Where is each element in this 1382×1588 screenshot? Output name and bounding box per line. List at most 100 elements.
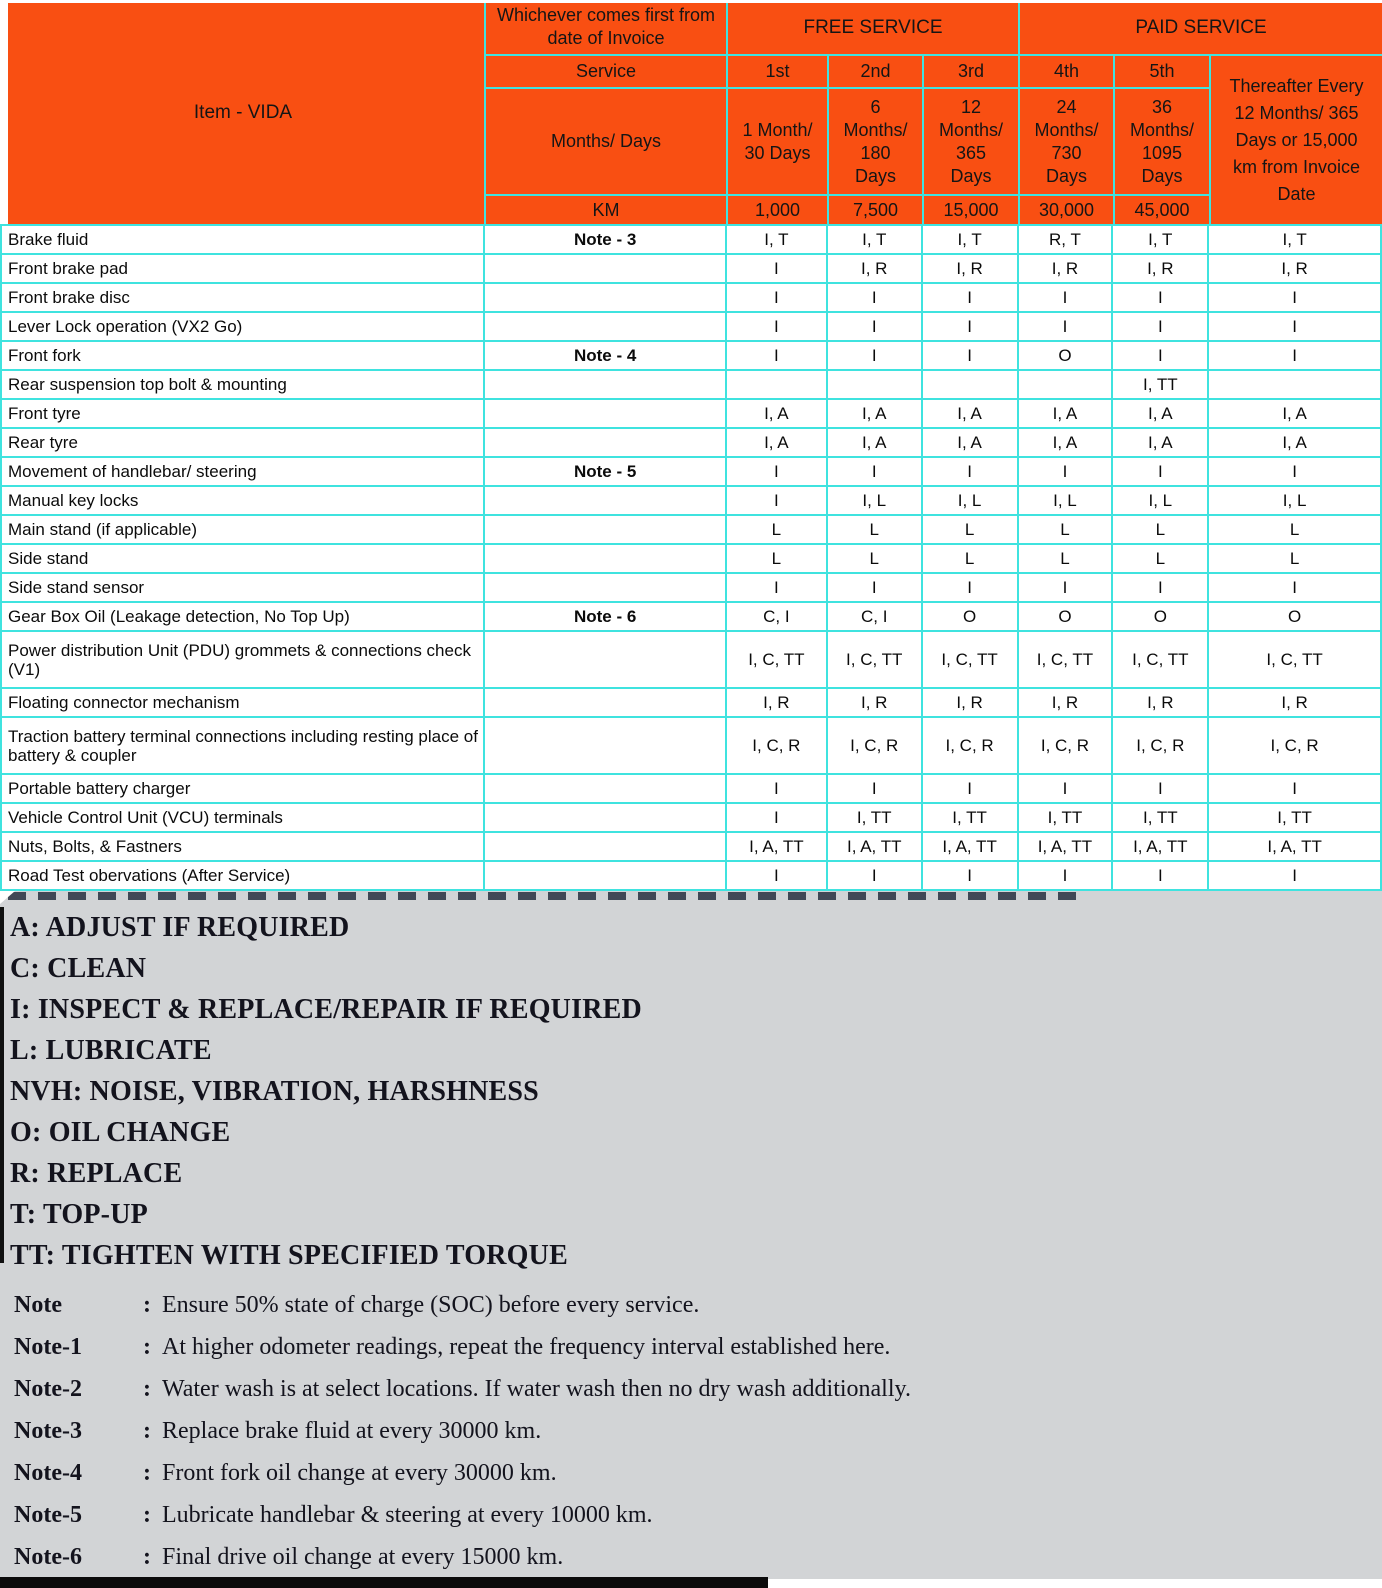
value-cell: I — [726, 342, 828, 371]
value-cell: I — [1018, 775, 1114, 804]
value-cell: I, L — [1209, 487, 1382, 516]
value-cell: I, A, TT — [726, 833, 828, 862]
note-colon: : — [143, 1460, 151, 1486]
service-interval-cell: 36 Months/ 1095 Days — [1115, 89, 1211, 196]
value-cell: I, C, TT — [922, 632, 1019, 689]
table-row: Front tyre I, A I, A I, A I, A I, A I, A — [0, 400, 1382, 429]
scan-margin-left — [0, 0, 8, 224]
value-cell: C, I — [827, 603, 923, 632]
legend-list: A: ADJUST IF REQUIRED C: CLEAN I: INSPECT … — [0, 891, 1382, 1276]
note-colon: : — [143, 1376, 151, 1402]
note-cell: Note - 3 — [485, 226, 727, 255]
value-cell: I, TT — [827, 804, 923, 833]
value-cell: I, C, TT — [726, 632, 828, 689]
value-cell: I — [827, 284, 923, 313]
item-cell: Lever Lock operation (VX2 Go) — [2, 313, 486, 342]
item-cell: Front brake disc — [2, 284, 486, 313]
legend-line: R: REPLACE — [10, 1158, 183, 1189]
value-cell: I — [827, 775, 923, 804]
item-cell: Rear suspension top bolt & mounting — [2, 371, 486, 400]
value-cell: I, R — [1018, 689, 1114, 718]
value-cell: I, R — [1113, 689, 1210, 718]
bottom-black-bar-artifact — [0, 1577, 768, 1588]
value-cell: I, T — [726, 226, 828, 255]
value-cell: I, A — [922, 429, 1019, 458]
item-cell: Side stand sensor — [2, 574, 486, 603]
value-cell: I — [1113, 458, 1210, 487]
value-cell: I — [1113, 342, 1210, 371]
note-cell — [485, 545, 727, 574]
value-cell: L — [827, 545, 923, 574]
value-cell: I — [1018, 574, 1114, 603]
value-cell: I, TT — [1113, 804, 1210, 833]
invoice-rule-header: Whichever comes first from date of Invoi… — [486, 0, 728, 56]
paid-service-header: PAID SERVICE — [1020, 0, 1382, 56]
legend-line: A: ADJUST IF REQUIRED — [10, 912, 350, 943]
note-text: Final drive oil change at every 15000 km… — [162, 1544, 564, 1570]
legend-line: TT: TIGHTEN WITH SPECIFIED TORQUE — [10, 1240, 568, 1271]
note-colon: : — [143, 1292, 151, 1318]
table-row: Side stand sensor I I I I I I — [0, 574, 1382, 603]
value-cell: I — [1209, 284, 1382, 313]
table-row: Traction battery terminal connections in… — [0, 718, 1382, 775]
legend-line: I: INSPECT & REPLACE/REPAIR IF REQUIRED — [10, 994, 642, 1025]
legend-line: O: OIL CHANGE — [10, 1117, 231, 1148]
value-cell: I, C, TT — [1018, 632, 1114, 689]
service-km-cell: 7,500 — [829, 196, 924, 226]
legend-line: NVH: NOISE, VIBRATION, HARSHNESS — [10, 1076, 539, 1107]
table-row: Side stand L L L L L L — [0, 545, 1382, 574]
table-row: Road Test obervations (After Service) I I I… — [0, 862, 1382, 891]
value-cell: R, T — [1018, 226, 1114, 255]
value-cell: I — [827, 458, 923, 487]
value-cell: I, A — [726, 400, 828, 429]
table-header: Item - VIDA Whichever comes first from d… — [0, 0, 1382, 226]
table-row: Front brake pad I I, R I, R I, R I, R I, R — [0, 255, 1382, 284]
value-cell: I, T — [1113, 226, 1210, 255]
note-label: Note — [14, 1292, 62, 1318]
note-colon: : — [143, 1418, 151, 1444]
value-cell: I, C, R — [726, 718, 828, 775]
note-text: Replace brake fluid at every 30000 km. — [162, 1418, 542, 1444]
bottom-white-strip-artifact — [768, 1579, 1382, 1588]
note-cell — [485, 833, 727, 862]
item-cell: Traction battery terminal connections in… — [2, 718, 486, 775]
note-line: Note: Ensure 50% state of charge (SOC) be… — [14, 1284, 1382, 1326]
table-row: Portable battery charger I I I I I I — [0, 775, 1382, 804]
value-cell: I, C, TT — [1209, 632, 1382, 689]
value-cell: I, A — [1209, 429, 1382, 458]
service-row-label: Service — [486, 56, 728, 89]
item-cell: Main stand (if applicable) — [2, 516, 486, 545]
note-cell — [485, 313, 727, 342]
value-cell: I — [726, 775, 828, 804]
legend-line: C: CLEAN — [10, 953, 147, 984]
value-cell: I — [726, 458, 828, 487]
value-cell: I — [726, 487, 828, 516]
note-line: Note-5: Lubricate handlebar & steering at… — [14, 1494, 1382, 1536]
table-row: Rear tyre I, A I, A I, A I, A I, A I, A — [0, 429, 1382, 458]
item-cell: Gear Box Oil (Leakage detection, No Top … — [2, 603, 486, 632]
value-cell: I, A, TT — [827, 833, 923, 862]
item-cell: Rear tyre — [2, 429, 486, 458]
legend-line: L: LUBRICATE — [10, 1035, 212, 1066]
value-cell: O — [1018, 342, 1114, 371]
note-cell — [485, 632, 727, 689]
note-text: At higher odometer readings, repeat the … — [162, 1334, 891, 1360]
clipped-row-artifact — [8, 892, 1080, 900]
note-cell — [485, 775, 727, 804]
note-line: Note-6: Final drive oil change at every 1… — [14, 1536, 1382, 1578]
value-cell: L — [1113, 516, 1210, 545]
free-service-header: FREE SERVICE — [728, 0, 1020, 56]
value-cell — [726, 371, 828, 400]
service-ordinal-cell: 5th — [1115, 56, 1211, 89]
item-cell: Side stand — [2, 545, 486, 574]
value-cell: I, C, R — [1018, 718, 1114, 775]
note-cell: Note - 6 — [485, 603, 727, 632]
value-cell: I, R — [922, 689, 1019, 718]
value-cell: I, T — [922, 226, 1019, 255]
value-cell: I, C, R — [1113, 718, 1210, 775]
value-cell: I, A — [1209, 400, 1382, 429]
note-line: Note-3: Replace brake fluid at every 3000… — [14, 1410, 1382, 1452]
note-cell — [485, 574, 727, 603]
value-cell: L — [1018, 516, 1114, 545]
item-cell: Front tyre — [2, 400, 486, 429]
